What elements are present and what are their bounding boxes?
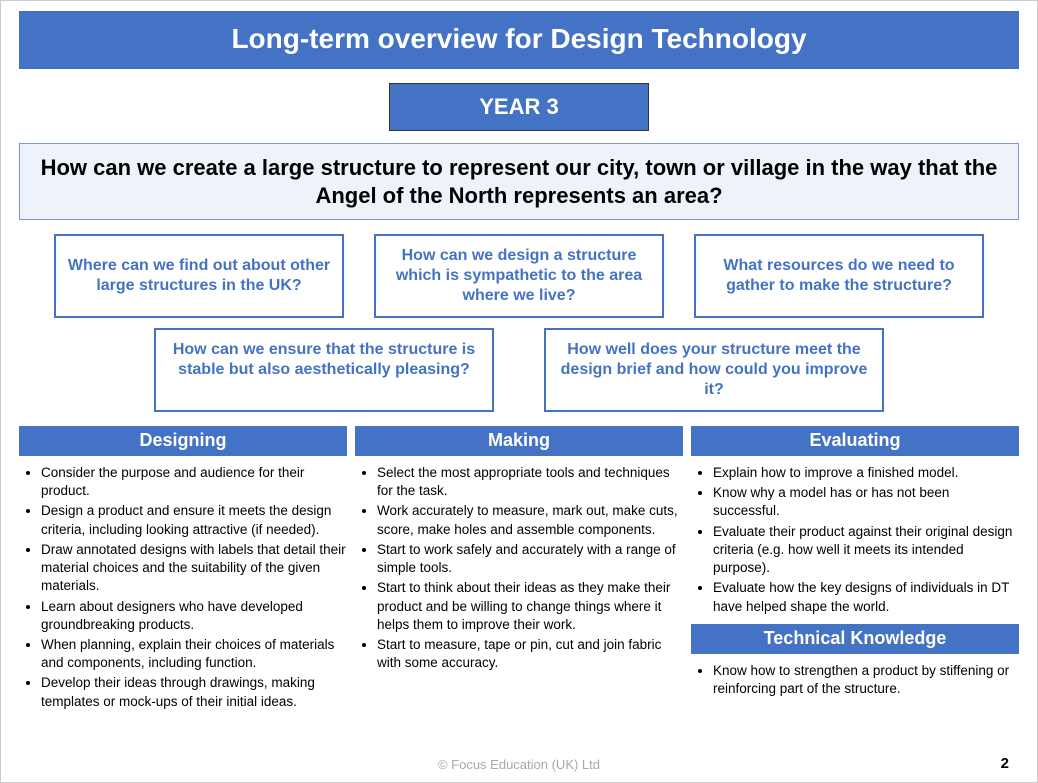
year-label: YEAR 3 [389,83,649,131]
evaluating-column: Evaluating Explain how to improve a fini… [691,426,1019,713]
bullet-list: Know how to strengthen a product by stif… [691,662,1019,700]
bullet-item: Evaluate how the key designs of individu… [713,579,1019,615]
page-number: 2 [1001,755,1009,772]
sub-question-box: How can we ensure that the structure is … [154,328,494,412]
bullet-item: Select the most appropriate tools and te… [377,464,683,500]
bullet-list: Explain how to improve a finished model.… [691,464,1019,618]
bullet-item: Know how to strengthen a product by stif… [713,662,1019,698]
sub-question-box: What resources do we need to gather to m… [694,234,984,318]
bullet-item: Explain how to improve a finished model. [713,464,1019,482]
sub-questions-row-2: How can we ensure that the structure is … [19,328,1019,412]
column-header: Making [355,426,683,456]
bullet-item: Design a product and ensure it meets the… [41,502,347,538]
curriculum-overview-page: Long-term overview for Design Technology… [1,1,1037,713]
bullet-item: Draw annotated designs with labels that … [41,541,347,596]
bullet-item: Evaluate their product against their ori… [713,523,1019,578]
bullet-list: Consider the purpose and audience for th… [19,464,347,713]
bullet-item: Start to measure, tape or pin, cut and j… [377,636,683,672]
footer-copyright: © Focus Education (UK) Ltd [1,757,1037,772]
bullet-item: When planning, explain their choices of … [41,636,347,672]
page-title-bar: Long-term overview for Design Technology [19,11,1019,69]
column-header: Designing [19,426,347,456]
sub-question-box: Where can we find out about other large … [54,234,344,318]
bullet-item: Work accurately to measure, mark out, ma… [377,502,683,538]
column-header: Evaluating [691,426,1019,456]
bullet-item: Know why a model has or has not been suc… [713,484,1019,520]
bullet-item: Start to work safely and accurately with… [377,541,683,577]
bullet-item: Develop their ideas through drawings, ma… [41,674,347,710]
bullet-item: Learn about designers who have developed… [41,598,347,634]
skills-columns: Designing Consider the purpose and audie… [19,426,1019,713]
bullet-item: Consider the purpose and audience for th… [41,464,347,500]
sub-question-box: How can we design a structure which is s… [374,234,664,318]
making-column: Making Select the most appropriate tools… [355,426,683,713]
designing-column: Designing Consider the purpose and audie… [19,426,347,713]
sub-questions-row-1: Where can we find out about other large … [19,234,1019,318]
bullet-list: Select the most appropriate tools and te… [355,464,683,674]
column-header: Technical Knowledge [691,624,1019,654]
main-enquiry-question: How can we create a large structure to r… [19,143,1019,220]
bullet-item: Start to think about their ideas as they… [377,579,683,634]
sub-question-box: How well does your structure meet the de… [544,328,884,412]
